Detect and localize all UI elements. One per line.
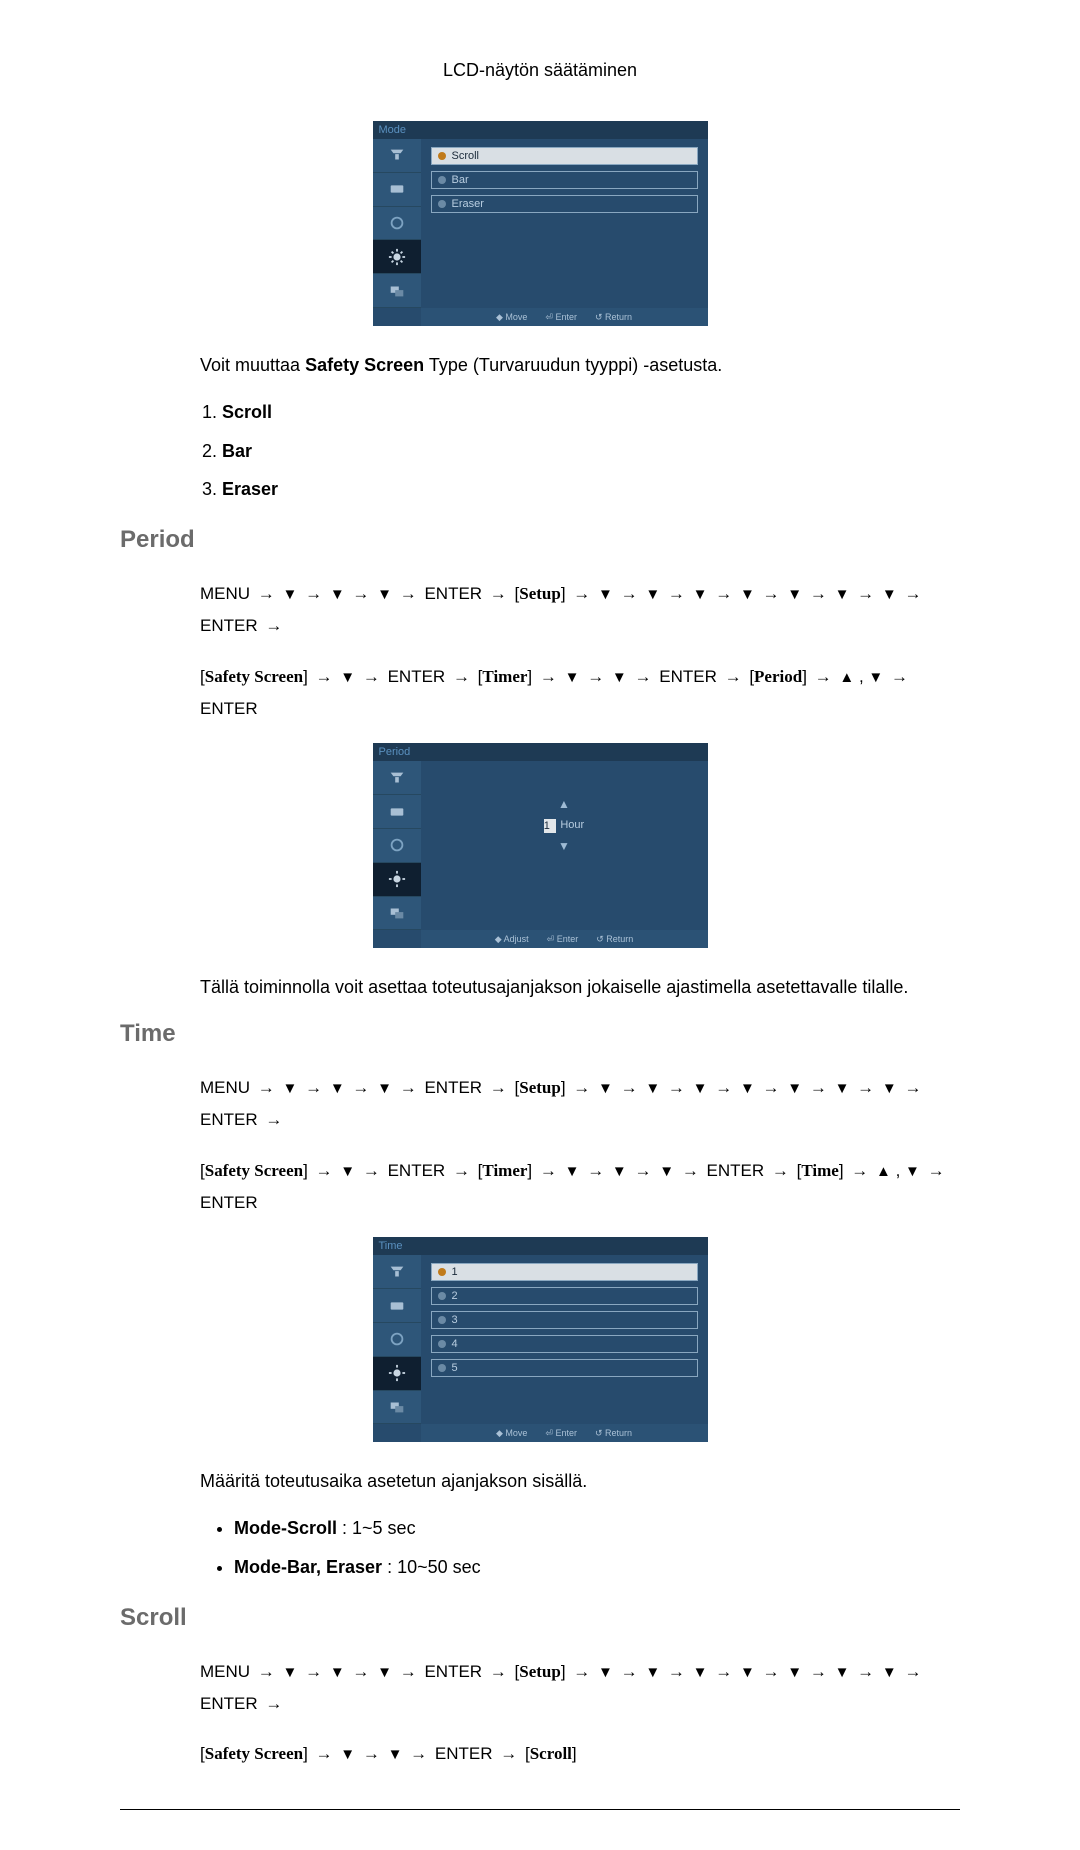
page-title: LCD-näytön säätäminen <box>120 60 960 81</box>
osd-sidebar-multi-icon <box>373 897 421 931</box>
osd-option-label: 4 <box>452 1338 458 1350</box>
osd-option-eraser: Eraser <box>431 195 698 213</box>
osd-footer-return: ↺ Return <box>596 934 633 945</box>
osd-footer: ◆ Move ⏎ Enter ↺ Return <box>421 308 708 326</box>
osd-sidebar-picture-icon <box>373 761 421 795</box>
list-rest: : 1~5 sec <box>337 1518 416 1538</box>
osd-option-bar: Bar <box>431 171 698 189</box>
period-heading: Period <box>120 526 960 554</box>
osd-footer-return: ↺ Return <box>595 1428 632 1439</box>
radio-icon <box>438 200 446 208</box>
osd-spinner: ▲ 1 Hour ▼ <box>544 797 584 853</box>
osd-footer-return: ↺ Return <box>595 312 632 323</box>
osd-sidebar-input-icon <box>373 1289 421 1323</box>
osd-sidebar <box>373 139 421 308</box>
time-nav-line1: MENU → ▼ → ▼ → ▼ → ENTER → [Setup] → ▼ →… <box>200 1072 960 1137</box>
list-item: Scroll <box>222 398 960 427</box>
osd-sidebar-multi-icon <box>373 274 421 308</box>
type-list: Scroll Bar Eraser <box>200 398 960 504</box>
time-heading: Time <box>120 1020 960 1048</box>
radio-icon <box>438 1292 446 1300</box>
list-item: Bar <box>222 437 960 466</box>
osd-sidebar-picture-icon <box>373 1255 421 1289</box>
osd-sidebar-picture-icon <box>373 139 421 173</box>
osd-sidebar-sound-icon <box>373 829 421 863</box>
osd-option-label: 3 <box>452 1314 458 1326</box>
type-intro-paragraph: Voit muuttaa Safety Screen Type (Turvaru… <box>200 351 960 380</box>
osd-option-label: Bar <box>452 174 469 186</box>
page-footer-rule <box>120 1809 960 1810</box>
osd-footer-enter: ⏎ Enter <box>545 1428 577 1439</box>
osd-main-area: ▲ 1 Hour ▼ <box>421 761 708 930</box>
period-nav-line1: MENU → ▼ → ▼ → ▼ → ENTER → [Setup] → ▼ →… <box>200 578 960 643</box>
list-item: Eraser <box>222 475 960 504</box>
osd-sidebar <box>373 761 421 930</box>
osd-footer-enter: ⏎ Enter <box>545 312 577 323</box>
osd-sidebar-multi-icon <box>373 1391 421 1425</box>
osd-sidebar-input-icon <box>373 173 421 207</box>
osd-sidebar-setup-icon <box>373 240 421 274</box>
osd-footer: ◆ Adjust ⏎ Enter ↺ Return <box>421 930 708 948</box>
osd-sidebar-setup-icon <box>373 1357 421 1391</box>
radio-icon <box>438 176 446 184</box>
osd-option-label: 1 <box>452 1266 458 1278</box>
radio-icon <box>438 152 446 160</box>
osd-footer-adjust: ◆ Adjust <box>495 934 529 945</box>
osd-time-screenshot: Time 1 2 3 4 5 ◆ Move ⏎ Enter ↺ Return <box>373 1237 708 1442</box>
osd-footer-enter: ⏎ Enter <box>547 934 579 945</box>
radio-icon <box>438 1340 446 1348</box>
time-nav-line2: [Safety Screen] → ▼ → ENTER → [Timer] → … <box>200 1155 960 1220</box>
osd-option-label: Eraser <box>452 198 484 210</box>
osd-option-5: 5 <box>431 1359 698 1377</box>
osd-option-label: 2 <box>452 1290 458 1302</box>
osd-title: Period <box>373 743 708 761</box>
list-item: Mode-Bar, Eraser : 10~50 sec <box>234 1553 960 1582</box>
list-rest: : 10~50 sec <box>382 1557 481 1577</box>
period-nav-line2: [Safety Screen] → ▼ → ENTER → [Timer] → … <box>200 661 960 726</box>
list-label: Bar <box>222 441 252 461</box>
radio-icon <box>438 1364 446 1372</box>
osd-value: 1 <box>544 819 556 833</box>
time-desc: Määritä toteutusaika asetetun ajanjakson… <box>200 1467 960 1496</box>
period-desc: Tällä toiminnolla voit asettaa toteutusa… <box>200 973 960 1002</box>
osd-option-1: 1 <box>431 1263 698 1281</box>
scroll-nav-line2: [Safety Screen] → ▼ → ▼ → ENTER → [Scrol… <box>200 1738 960 1770</box>
text: Voit muuttaa <box>200 355 305 375</box>
osd-title: Time <box>373 1237 708 1255</box>
osd-sidebar-sound-icon <box>373 207 421 241</box>
list-bold: Mode-Bar, Eraser <box>234 1557 382 1577</box>
list-label: Scroll <box>222 402 272 422</box>
osd-unit: Hour <box>560 819 584 831</box>
osd-footer: ◆ Move ⏎ Enter ↺ Return <box>421 1424 708 1442</box>
osd-period-screenshot: Period ▲ 1 Hour ▼ ◆ Adjust ⏎ Enter ↺ Ret… <box>373 743 708 948</box>
osd-sidebar-sound-icon <box>373 1323 421 1357</box>
osd-main-area: Scroll Bar Eraser <box>421 139 708 308</box>
list-item: Mode-Scroll : 1~5 sec <box>234 1514 960 1543</box>
list-label: Eraser <box>222 479 278 499</box>
list-bold: Mode-Scroll <box>234 1518 337 1538</box>
osd-mode-screenshot: Mode Scroll Bar Eraser ◆ Move ⏎ Enter ↺ … <box>373 121 708 326</box>
up-arrow-icon: ▲ <box>558 797 570 811</box>
osd-option-2: 2 <box>431 1287 698 1305</box>
down-arrow-icon: ▼ <box>558 839 570 853</box>
scroll-heading: Scroll <box>120 1604 960 1632</box>
osd-sidebar-setup-icon <box>373 863 421 897</box>
osd-sidebar <box>373 1255 421 1424</box>
osd-option-label: 5 <box>452 1362 458 1374</box>
osd-option-label: Scroll <box>452 150 480 162</box>
osd-option-scroll: Scroll <box>431 147 698 165</box>
osd-option-3: 3 <box>431 1311 698 1329</box>
text-bold: Safety Screen <box>305 355 424 375</box>
osd-title: Mode <box>373 121 708 139</box>
osd-footer-move: ◆ Move <box>496 1428 527 1439</box>
osd-footer-move: ◆ Move <box>496 312 527 323</box>
osd-sidebar-input-icon <box>373 795 421 829</box>
osd-main-area: 1 2 3 4 5 <box>421 1255 708 1424</box>
text: Type (Turvaruudun tyyppi) -asetusta. <box>424 355 722 375</box>
scroll-nav-line1: MENU → ▼ → ▼ → ▼ → ENTER → [Setup] → ▼ →… <box>200 1656 960 1721</box>
radio-icon <box>438 1316 446 1324</box>
osd-option-4: 4 <box>431 1335 698 1353</box>
time-bullets: Mode-Scroll : 1~5 sec Mode-Bar, Eraser :… <box>200 1514 960 1582</box>
radio-icon <box>438 1268 446 1276</box>
